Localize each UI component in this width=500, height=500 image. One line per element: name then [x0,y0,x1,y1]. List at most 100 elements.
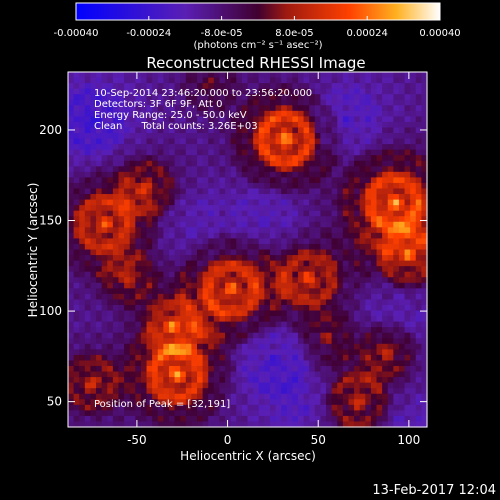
heatmap-cell [393,249,400,256]
heatmap-cell [101,127,108,134]
heatmap-cell [90,166,97,173]
heatmap-cell [326,304,333,312]
heatmap-cell [393,304,400,312]
heatmap-cell [90,260,97,267]
heatmap-cell [185,349,193,356]
heatmap-cell [208,121,215,129]
heatmap-cell [382,138,389,145]
heatmap-cell [163,138,170,145]
heatmap-cell [152,316,159,323]
heatmap-cell [107,299,114,306]
heatmap-cell [410,277,417,284]
heatmap-cell [197,160,204,167]
heatmap-cell [118,288,125,295]
heatmap-cell [197,238,204,245]
heatmap-cell [326,338,333,345]
heatmap-cell [163,182,170,190]
heatmap-cell [393,99,400,106]
y-axis-label: Heliocentric Y (arcsec) [26,183,40,318]
heatmap-cell [370,399,378,406]
heatmap-cell [112,216,120,223]
heatmap-cell [398,399,406,406]
heatmap-cell [309,238,316,245]
heatmap-cell [157,415,164,423]
heatmap-cell [118,399,125,406]
heatmap-cell [208,343,215,350]
heatmap-cell [180,116,187,123]
heatmap-cell [247,393,254,400]
heatmap-cell [68,393,75,400]
heatmap-cell [247,238,254,245]
heatmap-cell [421,399,428,406]
heatmap-cell [292,99,299,106]
heatmap-cell [264,144,271,151]
heatmap-cell [135,415,142,423]
heatmap-cell [404,377,411,384]
heatmap-cell [180,299,187,306]
heatmap-cell [370,421,378,428]
heatmap-cell [185,149,193,156]
heatmap-cell [253,77,260,84]
heatmap-cell [73,332,80,339]
heatmap-cell [236,77,243,84]
heatmap-cell [410,282,417,289]
heatmap-cell [208,388,215,395]
heatmap-cell [168,127,176,134]
heatmap-cell [264,121,271,129]
heatmap-cell [258,121,265,129]
heatmap-cell [202,382,209,389]
heatmap-cell [387,399,394,406]
heatmap-cell [241,110,249,117]
heatmap-cell [185,310,193,317]
heatmap-cell [297,343,305,350]
heatmap-cell [398,243,406,251]
heatmap-cell [387,277,394,284]
heatmap-cell [107,105,114,112]
heatmap-cell [185,238,193,245]
heatmap-cell [163,88,170,95]
heatmap-cell [370,160,378,167]
heatmap-cell [129,238,136,245]
heatmap-cell [326,321,333,328]
heatmap-cell [253,343,260,350]
heatmap-cell [129,121,136,129]
heatmap-cell [393,88,400,95]
heatmap-cell [331,232,338,240]
heatmap-cell [174,88,181,95]
heatmap-cell [421,121,428,129]
heatmap-cell [174,415,181,423]
heatmap-cell [365,415,372,423]
heatmap-cell [101,277,108,284]
heatmap-cell [359,277,366,284]
heatmap-cell [241,166,249,173]
heatmap-cell [68,110,75,117]
heatmap-cell [140,365,148,373]
heatmap-cell [359,138,366,145]
heatmap-cell [135,282,142,289]
heatmap-cell [342,144,350,151]
heatmap-cell [73,105,80,112]
heatmap-cell [112,188,120,195]
heatmap-cell [191,377,198,384]
heatmap-cell [84,194,92,201]
heatmap-cell [404,277,411,284]
info-detectors: Detectors: 3F 6F 9F, Att 0 [94,99,222,110]
heatmap-cell [354,166,361,173]
heatmap-cell [236,194,243,201]
heatmap-cell [163,377,170,384]
heatmap-cell [286,410,293,417]
heatmap-cell [404,332,411,339]
heatmap-cell [326,271,333,278]
heatmap-cell [118,377,125,384]
heatmap-cell [331,94,338,101]
heatmap-cell [208,382,215,389]
heatmap-cell [354,382,361,389]
heatmap-cell [320,238,327,245]
heatmap-cell [393,232,400,240]
heatmap-cell [140,205,148,212]
heatmap-cell [421,133,428,140]
heatmap-cell [68,216,75,223]
heatmap-cell [309,227,316,234]
heatmap-cell [236,421,243,428]
heatmap-cell [107,121,114,129]
